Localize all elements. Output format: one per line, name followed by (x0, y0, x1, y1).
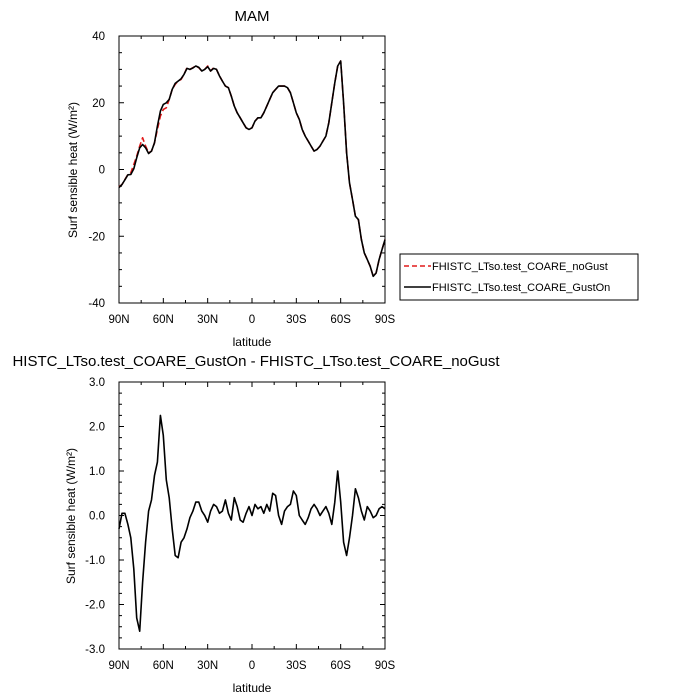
bottom-y-tick-label: -2.0 (85, 600, 105, 612)
legend: FHISTC_LTso.test_COARE_noGust FHISTC_LTs… (399, 253, 639, 301)
legend-label-guston: FHISTC_LTso.test_COARE_GustOn (432, 282, 610, 294)
bottom-y-tick-label: 2.0 (89, 422, 105, 434)
bottom-series-lines (118, 414, 386, 633)
top-y-tick-label: 20 (92, 98, 105, 110)
bottom-y-axis-label: Surf sensible heat (W/m²) (64, 448, 78, 584)
bottom-x-tick-label: 60N (153, 660, 174, 672)
bottom-x-tick-label: 30N (197, 660, 218, 672)
bottom-chart-title: HISTC_LTso.test_COARE_GustOn - FHISTC_LT… (12, 353, 500, 370)
top-x-tick-label: 30N (197, 314, 218, 326)
bottom-x-tick-label: 0 (249, 660, 255, 672)
top-y-tick-label: 40 (92, 31, 105, 43)
top-x-tick-label: 60N (153, 314, 174, 326)
top-panel: MAM 90N 60N 30N 0 30S 60S 90S -40 -20 0 20 40 latit… (66, 8, 396, 349)
top-plot-frame (118, 35, 386, 304)
top-series-line-1 (118, 60, 386, 278)
bottom-x-tick-label: 60S (330, 660, 351, 672)
top-x-tick-label: 60S (330, 314, 351, 326)
legend-box (399, 253, 639, 301)
top-series-line-2 (118, 60, 386, 278)
bottom-x-tick-label: 90N (108, 660, 129, 672)
top-series-lines (118, 60, 386, 278)
top-x-tick-label: 30S (286, 314, 307, 326)
bottom-panel: HISTC_LTso.test_COARE_GustOn - FHISTC_LT… (12, 353, 500, 695)
bottom-y-tick-label: 3.0 (89, 377, 105, 389)
bottom-y-tick-label: 1.0 (89, 466, 105, 478)
top-y-tick-label: -20 (88, 231, 105, 243)
bottom-y-axis-label-text: Surf sensible heat (W/m²) (64, 448, 78, 584)
bottom-y-tick-label: 0.0 (89, 511, 105, 523)
top-x-tick-label: 90N (108, 314, 129, 326)
top-y-axis-label: Surf sensible heat (W/m²) (66, 102, 80, 238)
top-axis-ticks: 90N 60N 30N 0 30S 60S 90S -40 -20 0 20 40 (88, 31, 395, 326)
top-y-axis-label-text: Surf sensible heat (W/m²) (66, 102, 80, 238)
bottom-y-tick-label: -3.0 (85, 644, 105, 656)
top-x-tick-label: 90S (375, 314, 396, 326)
bottom-x-axis-label: latitude (233, 681, 272, 695)
bottom-y-tick-label: -1.0 (85, 555, 105, 567)
legend-label-nogust: FHISTC_LTso.test_COARE_noGust (432, 261, 608, 273)
top-x-tick-label: 0 (249, 314, 255, 326)
top-y-tick-label: 0 (99, 165, 105, 177)
top-y-tick-label: -40 (88, 298, 105, 310)
top-chart-title: MAM (235, 8, 270, 25)
bottom-x-tick-label: 30S (286, 660, 307, 672)
top-x-axis-label: latitude (233, 335, 272, 349)
bottom-axis-ticks: 90N 60N 30N 0 30S 60S 90S -3.0 -2.0 -1.0 0.0 1.0 2.0… (85, 377, 395, 672)
bottom-series-line-1 (118, 414, 386, 633)
bottom-x-tick-label: 90S (375, 660, 396, 672)
